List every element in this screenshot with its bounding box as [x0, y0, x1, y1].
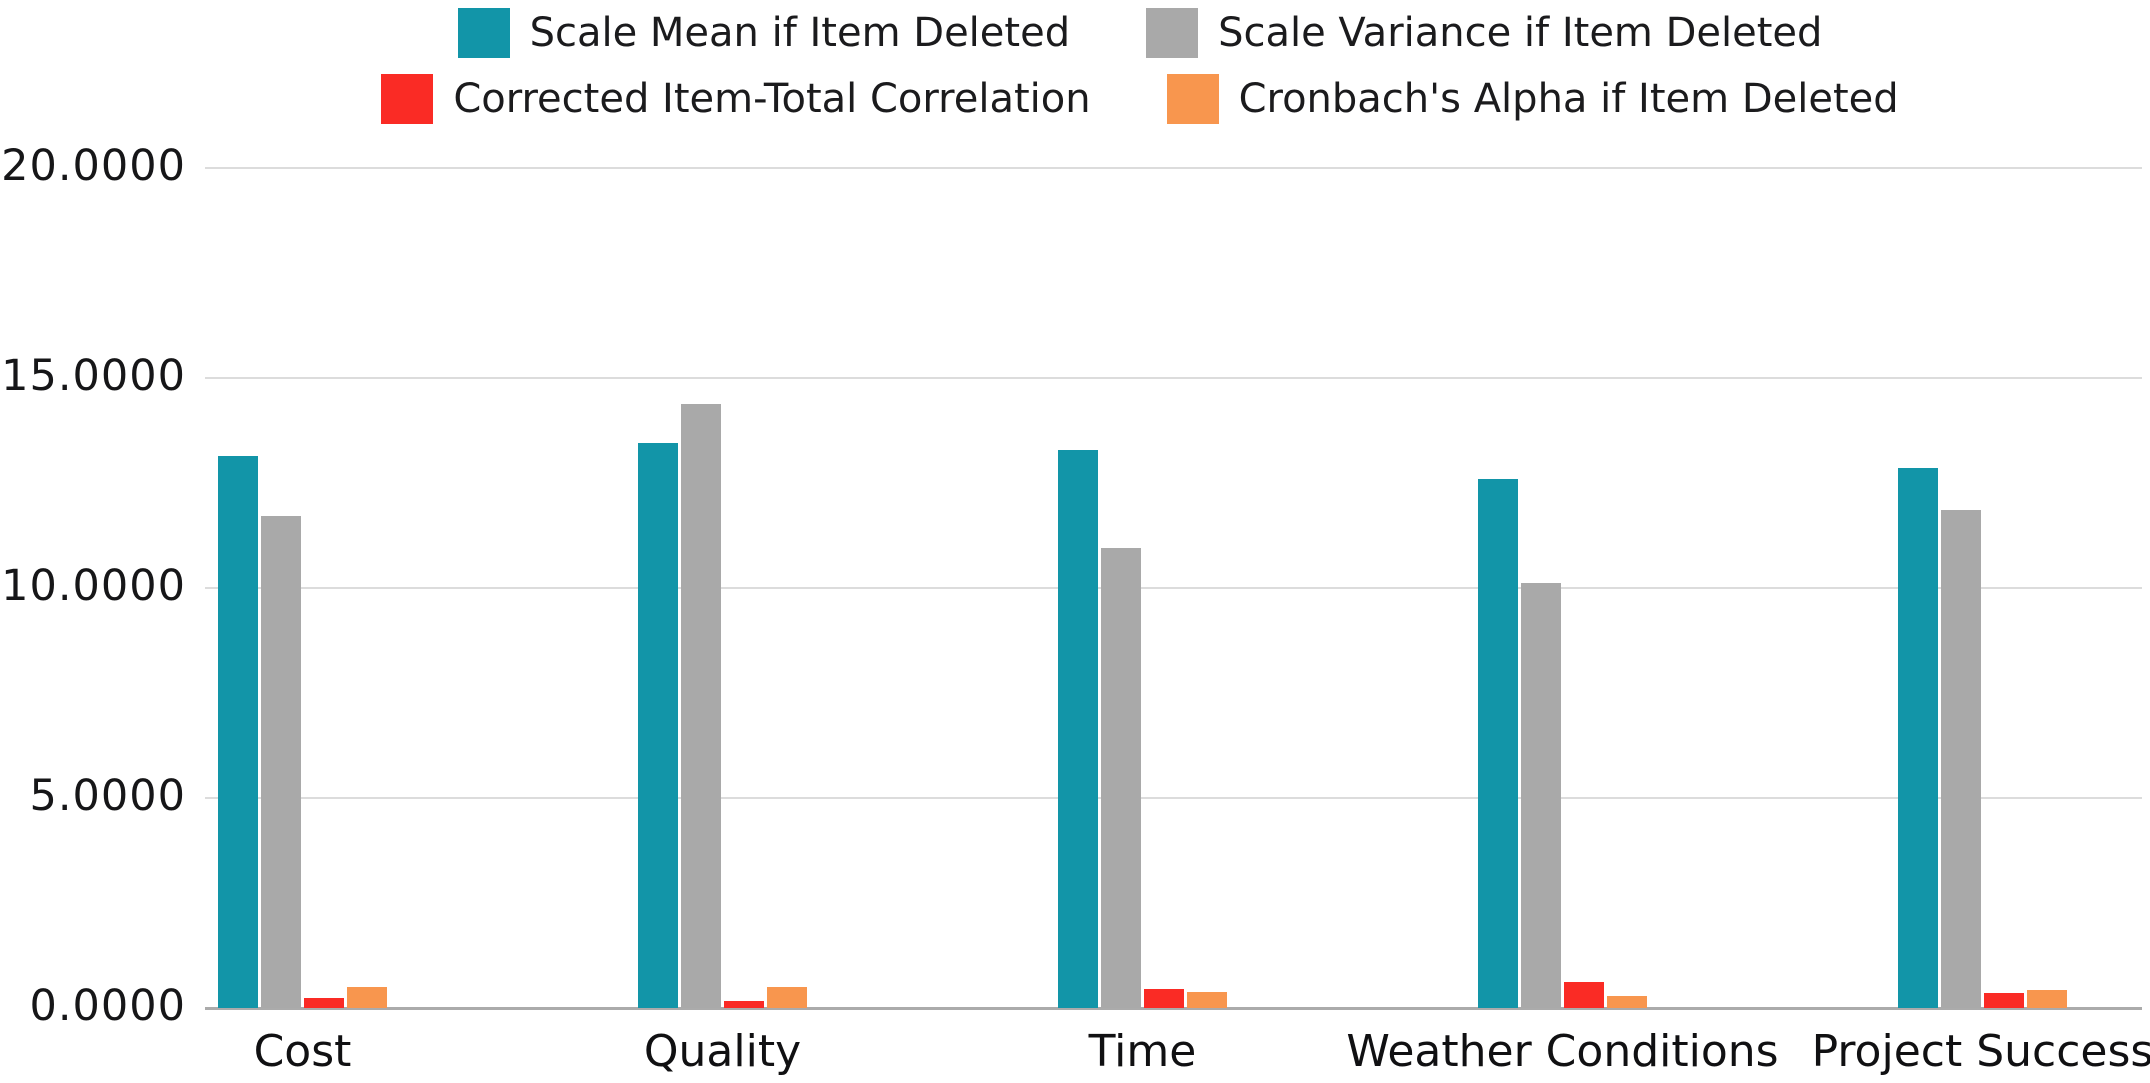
bar-corrected-item-total-correlation-project-success [1984, 993, 2024, 1008]
bar-scale-mean-if-item-deleted-time [1058, 450, 1098, 1008]
chart-legend: Scale Mean if Item Deleted Scale Variance… [130, 8, 2150, 140]
bar-corrected-item-total-correlation-time [1144, 989, 1184, 1008]
bar-cronbach-s-alpha-if-item-deleted-project-success [2027, 990, 2067, 1008]
legend-swatch-icon [381, 74, 434, 124]
legend-swatch-icon [1166, 74, 1219, 124]
legend-row-1: Scale Mean if Item Deleted Scale Variance… [130, 8, 2150, 58]
legend-label: Corrected Item-Total Correlation [453, 76, 1091, 122]
y-axis-tick-label: 0.0000 [29, 981, 186, 1031]
x-axis-label-weather-conditions: Weather Conditions [1346, 1026, 1779, 1077]
x-axis-label-project-success: Project Success [1811, 1026, 2150, 1077]
legend-label: Scale Mean if Item Deleted [529, 10, 1071, 56]
legend-label: Cronbach's Alpha if Item Deleted [1238, 76, 1899, 122]
bar-scale-variance-if-item-deleted-cost [261, 516, 301, 1008]
gridline-15 [205, 377, 2142, 379]
x-axis-label-cost: Cost [253, 1026, 352, 1077]
bar-corrected-item-total-correlation-weather-conditions [1564, 982, 1604, 1008]
legend-swatch-icon [1146, 8, 1199, 58]
legend-item-corrected-item-total-correlation: Corrected Item-Total Correlation [381, 74, 1091, 124]
bar-cronbach-s-alpha-if-item-deleted-cost [347, 987, 387, 1008]
legend-item-cronbach-s-alpha-if-item-deleted: Cronbach's Alpha if Item Deleted [1166, 74, 1899, 124]
legend-item-scale-mean-if-item-deleted: Scale Mean if Item Deleted [457, 8, 1071, 58]
bar-scale-mean-if-item-deleted-project-success [1898, 468, 1938, 1008]
bar-corrected-item-total-correlation-quality [724, 1001, 764, 1008]
gridline-20 [205, 167, 2142, 169]
legend-swatch-icon [457, 8, 510, 58]
legend-item-scale-variance-if-item-deleted: Scale Variance if Item Deleted [1146, 8, 1822, 58]
x-axis-baseline [205, 1007, 2142, 1010]
gridline-5 [205, 797, 2142, 799]
bar-scale-variance-if-item-deleted-time [1101, 548, 1141, 1008]
gridline-10 [205, 587, 2142, 589]
bar-scale-variance-if-item-deleted-project-success [1941, 510, 1981, 1008]
bar-cronbach-s-alpha-if-item-deleted-quality [767, 987, 807, 1008]
y-axis-tick-label: 5.0000 [29, 771, 186, 821]
y-axis-tick-label: 20.0000 [1, 141, 186, 191]
y-axis-tick-label: 10.0000 [1, 561, 186, 611]
bar-scale-mean-if-item-deleted-weather-conditions [1478, 479, 1518, 1008]
bar-scale-variance-if-item-deleted-weather-conditions [1521, 583, 1561, 1008]
legend-label: Scale Variance if Item Deleted [1218, 10, 1823, 56]
legend-row-2: Corrected Item-Total Correlation Cronbach… [130, 74, 2150, 124]
bar-scale-variance-if-item-deleted-quality [681, 404, 721, 1008]
bar-corrected-item-total-correlation-cost [304, 998, 344, 1008]
x-axis-label-time: Time [1088, 1026, 1197, 1077]
bar-scale-mean-if-item-deleted-quality [638, 443, 678, 1008]
bar-scale-mean-if-item-deleted-cost [218, 456, 258, 1008]
bar-cronbach-s-alpha-if-item-deleted-time [1187, 992, 1227, 1008]
x-axis-label-quality: Quality [643, 1026, 802, 1077]
y-axis-tick-label: 15.0000 [1, 351, 186, 401]
bar-cronbach-s-alpha-if-item-deleted-weather-conditions [1607, 996, 1647, 1008]
